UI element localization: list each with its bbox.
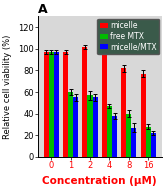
Bar: [112, 116, 117, 157]
Bar: [63, 52, 68, 157]
Bar: [121, 68, 126, 157]
Bar: [93, 98, 98, 157]
Bar: [107, 106, 112, 157]
Text: A: A: [38, 3, 48, 16]
Bar: [146, 127, 151, 157]
Legend: micelle, free MTX, micelle/MTX: micelle, free MTX, micelle/MTX: [97, 19, 159, 54]
Bar: [141, 74, 146, 157]
Bar: [49, 52, 54, 157]
Bar: [73, 98, 78, 157]
Bar: [54, 52, 59, 157]
Bar: [131, 128, 136, 157]
Bar: [87, 95, 93, 157]
Y-axis label: Relative cell viability (%): Relative cell viability (%): [3, 34, 13, 139]
Bar: [82, 47, 87, 157]
X-axis label: Concentration (μM): Concentration (μM): [42, 176, 157, 186]
Bar: [126, 114, 131, 157]
Bar: [44, 52, 49, 157]
Bar: [102, 47, 107, 157]
Bar: [68, 92, 73, 157]
Bar: [151, 133, 156, 157]
